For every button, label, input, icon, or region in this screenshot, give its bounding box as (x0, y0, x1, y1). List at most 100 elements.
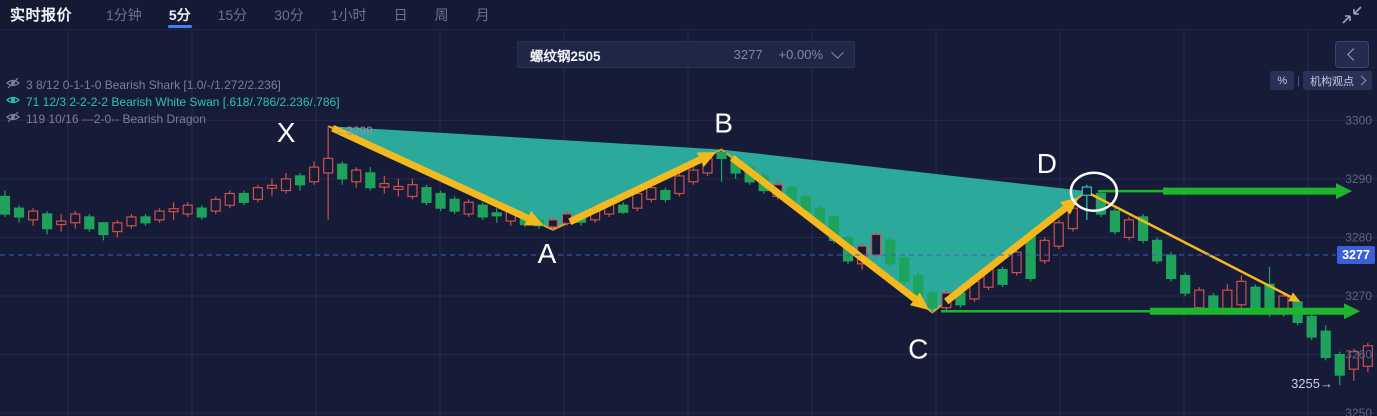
candle-body (98, 222, 109, 236)
candle-body (1208, 295, 1219, 309)
candle-body (660, 189, 671, 200)
tab-1分钟[interactable]: 1分钟 (106, 6, 142, 23)
insight-controls: % | 机构观点 (1270, 71, 1372, 90)
candle-body (407, 184, 418, 198)
pattern-row-2[interactable]: 119 10/16 ---2-0-- Bearish Dragon (6, 110, 340, 127)
institution-view-button[interactable]: 机构观点 (1303, 71, 1372, 90)
candle-body (140, 216, 151, 224)
candle-body (379, 182, 390, 188)
yellow-arrow-0-head (524, 210, 544, 226)
pattern-point-label-B: B (714, 108, 733, 139)
tab-月[interactable]: 月 (475, 6, 490, 23)
candle-body (42, 213, 53, 230)
candle-body (1011, 251, 1022, 274)
pattern-row-0[interactable]: 3 8/12 0-1-1-0 Bearish Shark [1.0/-/1.27… (6, 76, 340, 93)
pattern-point-label-X: X (277, 117, 296, 148)
candle-body (309, 166, 320, 183)
divider: | (1297, 74, 1300, 87)
candle-body (927, 292, 938, 309)
candle-body (1180, 274, 1191, 294)
candle-body (196, 207, 207, 218)
candle-body (618, 204, 629, 213)
candle-body (182, 204, 193, 215)
candle-body (294, 175, 306, 186)
eye-icon[interactable] (6, 94, 20, 109)
candle-body (337, 163, 348, 180)
yellow-arrow-0 (331, 125, 530, 222)
candle-body (84, 216, 95, 230)
candle-body (168, 208, 179, 213)
candle-body (1236, 280, 1247, 306)
indicator-percent-icon[interactable]: % (1270, 71, 1295, 90)
candle-body (547, 219, 559, 228)
y-axis-tick: 3300 (1345, 113, 1372, 127)
current-price-label: 3277 (1342, 248, 1370, 262)
candle-body (1320, 330, 1331, 359)
y-axis-tick: 3260 (1345, 348, 1372, 362)
yellow-arrow-3 (944, 205, 1068, 305)
candle-body (1362, 345, 1373, 367)
candle-body (1222, 289, 1233, 312)
candle-body (323, 157, 334, 174)
candle-body (997, 269, 1008, 285)
y-axis-tick: 3250 (1345, 406, 1372, 416)
pattern-point-label-D: D (1037, 148, 1057, 179)
candle-body (1081, 186, 1092, 196)
pattern-row-1[interactable]: 71 12/3 2-2-2-2 Bearish White Swan [.618… (6, 93, 340, 110)
candle-body (224, 192, 235, 206)
candle-body (491, 212, 502, 217)
candle-body (1194, 289, 1205, 309)
candle-body (1348, 351, 1359, 370)
panel-collapse-button[interactable] (1335, 41, 1369, 68)
candle-body (351, 169, 362, 183)
symbol-bar[interactable]: 螺纹钢2505 3277 +0.00% (517, 41, 855, 68)
pattern-row-label: 71 12/3 2-2-2-2 Bearish White Swan [.618… (26, 94, 340, 109)
eye-off-icon[interactable] (6, 111, 20, 126)
yellow-tail-arrow (1090, 193, 1292, 298)
candle-body (365, 172, 376, 189)
candle-body (1306, 315, 1317, 338)
collapse-icon[interactable] (1341, 6, 1363, 24)
candle-body (885, 239, 896, 265)
candle-body (1095, 192, 1107, 215)
candle-body (716, 151, 727, 159)
candle-body (1137, 216, 1149, 241)
top-toolbar: 实时报价 1分钟 5分 15分 30分 1小时 日 周 月 (0, 0, 1377, 30)
candle-body (632, 192, 643, 209)
tab-周[interactable]: 周 (434, 6, 449, 23)
candle-body (913, 274, 924, 297)
y-axis-tick: 3290 (1345, 172, 1372, 186)
yellow-arrow-2-head (910, 292, 930, 310)
y-axis-tick: 3280 (1345, 230, 1372, 244)
y-axis-tick: 3270 (1345, 289, 1372, 303)
tab-日[interactable]: 日 (393, 6, 408, 23)
chevron-left-icon (1347, 48, 1360, 61)
candle-body (421, 187, 432, 203)
tab-30分[interactable]: 30分 (274, 6, 304, 23)
candle-body (1151, 239, 1163, 262)
candle-body (1109, 210, 1121, 233)
pattern-polygon-bcd (721, 149, 1087, 313)
candle-body (393, 185, 404, 191)
green-arrow-D-head (1336, 183, 1352, 200)
symbol-name: 螺纹钢2505 (530, 48, 601, 64)
candle-body (280, 178, 292, 192)
eye-off-icon[interactable] (6, 77, 20, 92)
current-price-pill (1337, 246, 1375, 264)
green-arrow-C-head (1344, 303, 1360, 320)
candle-body (463, 201, 474, 215)
pattern-row-label: 119 10/16 ---2-0-- Bearish Dragon (26, 111, 206, 126)
candle-body (112, 222, 123, 233)
highlight-circle (1069, 171, 1119, 212)
pattern-list: 3 8/12 0-1-1-0 Bearish Shark [1.0/-/1.27… (6, 76, 340, 127)
tab-15分[interactable]: 15分 (217, 6, 248, 23)
candle-body (1166, 254, 1177, 280)
pattern-polygon-xab (328, 126, 722, 230)
tab-1小时[interactable]: 1小时 (330, 6, 367, 23)
candle-body (13, 207, 25, 218)
tab-5分[interactable]: 5分 (169, 0, 191, 29)
candle-body (1250, 286, 1261, 309)
chevron-down-icon[interactable] (831, 46, 844, 59)
